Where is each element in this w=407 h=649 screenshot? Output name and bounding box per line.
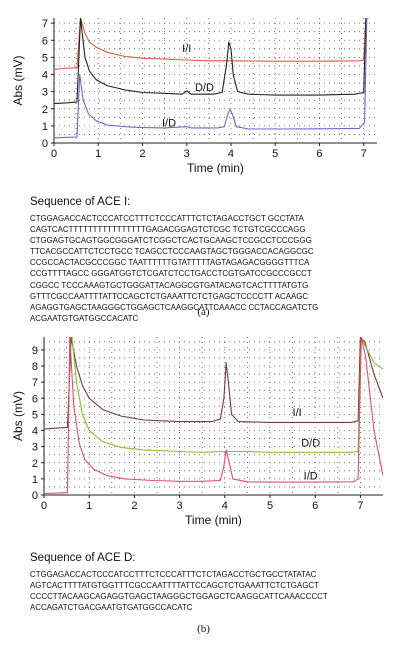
sequence-line: CCCCTTACAAGCAGAGGTGAGCTAAGGGCTGGAGCTCAAG… bbox=[30, 592, 328, 602]
panel-label-b: (b) bbox=[197, 623, 210, 635]
y-tick-label: 0 bbox=[42, 138, 48, 150]
sequence-ace-d: CTGGAGACCACTCCCATCCTTTCTCCCATTTCTCTAGACC… bbox=[30, 569, 390, 613]
y-tick-label: 2 bbox=[32, 458, 38, 470]
y-tick-label: 6 bbox=[32, 393, 38, 405]
x-tick-label: 5 bbox=[272, 148, 278, 160]
y-tick-label: 7 bbox=[32, 377, 38, 389]
sequence-title-ace-d: Sequence of ACE D: bbox=[30, 552, 136, 564]
y-tick-label: 8 bbox=[32, 361, 38, 373]
x-tick-label: 6 bbox=[312, 500, 318, 512]
x-tick-label: 0 bbox=[41, 500, 47, 512]
x-tick-label: 7 bbox=[357, 500, 363, 512]
sequence-line: ACCAGATCTGACGAATGTGATGGCCACATC bbox=[30, 603, 193, 613]
x-axis-label: Time (min) bbox=[185, 513, 242, 527]
series-group bbox=[54, 18, 369, 139]
x-tick-label: 1 bbox=[86, 500, 92, 512]
sequence-line: CCGTTTTAGCC GGGATGGTCTCGATCTCCTGACCTCGTG… bbox=[30, 269, 312, 279]
series-annotation: D/D bbox=[195, 82, 214, 94]
series-line bbox=[54, 18, 369, 70]
chromatogram-b: 0 1 2 3 4 5 6 7 0 1 2 3 4 5 6 7 8 9 Time (min) Abs (mV) I/I D… bbox=[11, 337, 383, 527]
x-tick-label: 2 bbox=[139, 148, 145, 160]
sequence-line: CCGCCACTACGCCCGGC TAATTTTTTGTATTTTTAGTAG… bbox=[30, 258, 310, 268]
x-tick-label: 1 bbox=[95, 148, 101, 160]
x-tick-label: 3 bbox=[184, 148, 190, 160]
series-annotation: I/I bbox=[182, 43, 191, 55]
y-tick-label: 4 bbox=[42, 70, 48, 82]
y-tick-label: 1 bbox=[32, 474, 38, 486]
x-tick-label: 6 bbox=[316, 148, 322, 160]
x-tick-label: 7 bbox=[361, 148, 367, 160]
y-tick-label: 1 bbox=[42, 121, 48, 133]
sequence-line: ACGAATGTGATGGCCACATC bbox=[30, 313, 139, 323]
panel-label-a: (a) bbox=[197, 306, 210, 318]
chromatogram-a: 0 1 2 3 4 5 6 7 0 1 2 3 4 5 6 7 Time (min) Abs (mV) I/I D/D… bbox=[11, 18, 377, 175]
y-tick-label: 0 bbox=[32, 490, 38, 502]
y-tick-label: 4 bbox=[32, 426, 38, 438]
series-annotation: I/I bbox=[293, 407, 302, 419]
panel-a: 0 1 2 3 4 5 6 7 0 1 2 3 4 5 6 7 Time (min) Abs (mV) I/I D/D… bbox=[11, 18, 390, 324]
series-line bbox=[54, 18, 369, 105]
x-tick-label: 2 bbox=[131, 500, 137, 512]
y-axis-label: Abs (mV) bbox=[11, 55, 25, 105]
series-line bbox=[71, 337, 383, 453]
sequence-line: GTTTCGCCAATTTTATTCCAGCTCTGAAATTCTCTGAGCT… bbox=[30, 291, 309, 301]
series-annotation: I/D bbox=[162, 118, 176, 130]
y-tick-label: 3 bbox=[42, 87, 48, 99]
sequence-line: CTGGAGACCACTCCCATCCTTTCTCCCATTTCTCTAGACC… bbox=[30, 214, 304, 223]
y-tick-label: 3 bbox=[32, 442, 38, 454]
sequence-line: CTGGAGACCACTCCCATCCTTTCTCCCATTTCTCTAGACC… bbox=[30, 570, 317, 579]
x-tick-label: 4 bbox=[222, 500, 228, 512]
y-tick-label: 7 bbox=[42, 18, 48, 30]
sequence-line: AGAGGTGAGCTAAGGGCTGGAGCTCAAGGCATTCAAACC … bbox=[30, 302, 319, 312]
y-tick-label: 2 bbox=[42, 104, 48, 116]
sequence-line: AGTCACTTTTATGTGGTTTCGCCAATTTTATTCCAGCTCT… bbox=[30, 581, 319, 591]
x-tick-label: 5 bbox=[267, 500, 273, 512]
sequence-line: CGGCC TCCCAAAGTGCTGGGATTACAGGCGTGATACAGT… bbox=[30, 280, 309, 290]
sequence-line: TTCACGCCATTCTCCTGCC TCAGCCTCCCAAGTAGCTGG… bbox=[30, 247, 314, 257]
x-tick-label: 3 bbox=[177, 500, 183, 512]
series-line bbox=[44, 337, 383, 494]
series-line bbox=[54, 18, 369, 139]
series-group bbox=[44, 337, 383, 494]
y-tick-label: 9 bbox=[32, 345, 38, 357]
y-tick-label: 6 bbox=[42, 35, 48, 47]
x-axis-label: Time (min) bbox=[187, 161, 244, 175]
sequence-line: CAGTCACTTTTTTTTTTTTTTTTGAGACGGAGTCTCGC T… bbox=[30, 225, 306, 235]
grid bbox=[54, 18, 377, 143]
panel-b: 0 1 2 3 4 5 6 7 0 1 2 3 4 5 6 7 8 9 Time (min) Abs (mV) I/I D… bbox=[0, 320, 407, 649]
series-line bbox=[44, 337, 383, 430]
series-annotation: I/D bbox=[304, 471, 318, 483]
x-tick-label: 4 bbox=[228, 148, 234, 160]
series-annotation: D/D bbox=[301, 438, 320, 450]
sequence-line: CTGGAGTGCAGTGGCGGGATCTCGGCTCACTGCAAGCTCC… bbox=[30, 236, 312, 246]
y-tick-label: 5 bbox=[32, 409, 38, 421]
grid bbox=[44, 337, 383, 495]
sequence-title-ace-i: Sequence of ACE I: bbox=[30, 196, 131, 208]
y-axis-label: Abs (mV) bbox=[11, 391, 25, 441]
y-tick-label: 5 bbox=[42, 52, 48, 64]
sequence-ace-i: CTGGAGACCACTCCCATCCTTTCTCCCATTTCTCTAGACC… bbox=[30, 213, 390, 324]
x-tick-label: 0 bbox=[51, 148, 57, 160]
